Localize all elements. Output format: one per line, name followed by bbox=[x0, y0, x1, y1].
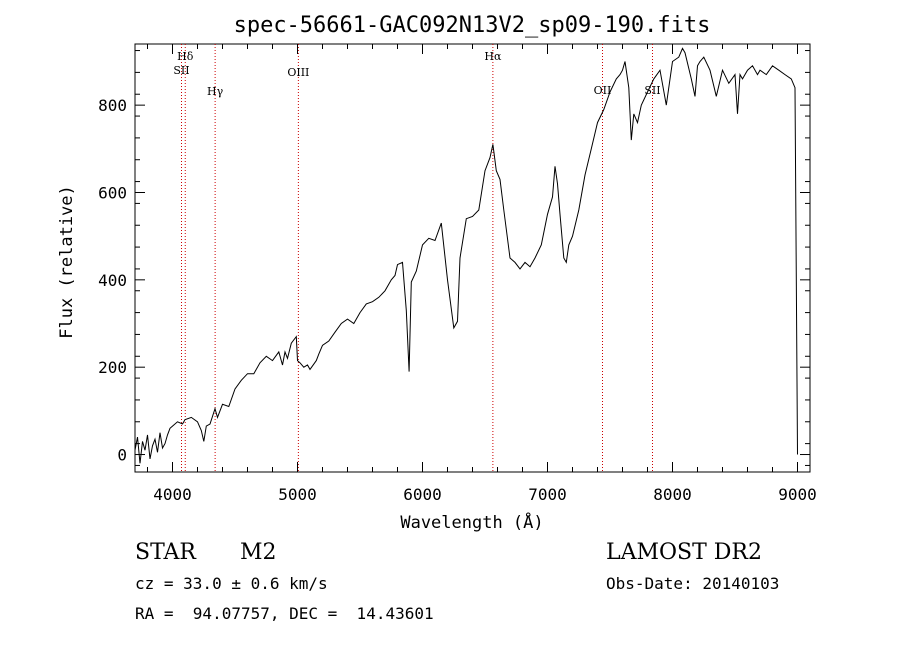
x-tick-label: 9000 bbox=[778, 485, 817, 504]
spectral-line-label: OIII bbox=[287, 66, 309, 79]
x-tick-label: 4000 bbox=[153, 485, 192, 504]
y-axis-label: Flux (relative) bbox=[57, 185, 77, 339]
plot-frame bbox=[134, 43, 811, 473]
survey-name: LAMOST DR2 bbox=[606, 540, 762, 565]
x-axis-label: Wavelength (Å) bbox=[400, 511, 543, 533]
y-tick-label: 200 bbox=[98, 358, 127, 377]
spectral-line-label: SII bbox=[173, 64, 189, 77]
redshift-cz: cz = 33.0 ± 0.6 km/s bbox=[135, 574, 328, 593]
spectral-line-label: SII bbox=[644, 84, 660, 97]
spectral-line-label: Hγ bbox=[207, 85, 224, 98]
x-tick-label: 6000 bbox=[403, 485, 442, 504]
axis-ticks: 4000 5000 6000 7000 8000 9000 0 200 400 600 800 bbox=[98, 44, 817, 504]
spectrum-line bbox=[134, 47, 798, 464]
spectral-line-label: Hδ bbox=[177, 50, 194, 63]
object-subclass: M2 bbox=[240, 540, 277, 565]
y-tick-label: 0 bbox=[117, 446, 127, 465]
y-tick-label: 800 bbox=[98, 96, 127, 115]
coordinates: RA = 94.07757, DEC = 14.43601 bbox=[135, 604, 434, 623]
x-tick-label: 8000 bbox=[653, 485, 692, 504]
y-tick-label: 400 bbox=[98, 271, 127, 290]
chart-title: spec-56661-GAC092N13V2_sp09-190.fits bbox=[234, 13, 711, 38]
obs-date: Obs-Date: 20140103 bbox=[606, 574, 780, 593]
object-class: STAR bbox=[135, 540, 196, 565]
x-tick-label: 7000 bbox=[528, 485, 567, 504]
spectral-line-label: Hα bbox=[484, 50, 502, 63]
y-tick-label: 600 bbox=[98, 183, 127, 202]
x-tick-label: 5000 bbox=[278, 485, 317, 504]
spectral-line-label: OII bbox=[594, 84, 612, 97]
